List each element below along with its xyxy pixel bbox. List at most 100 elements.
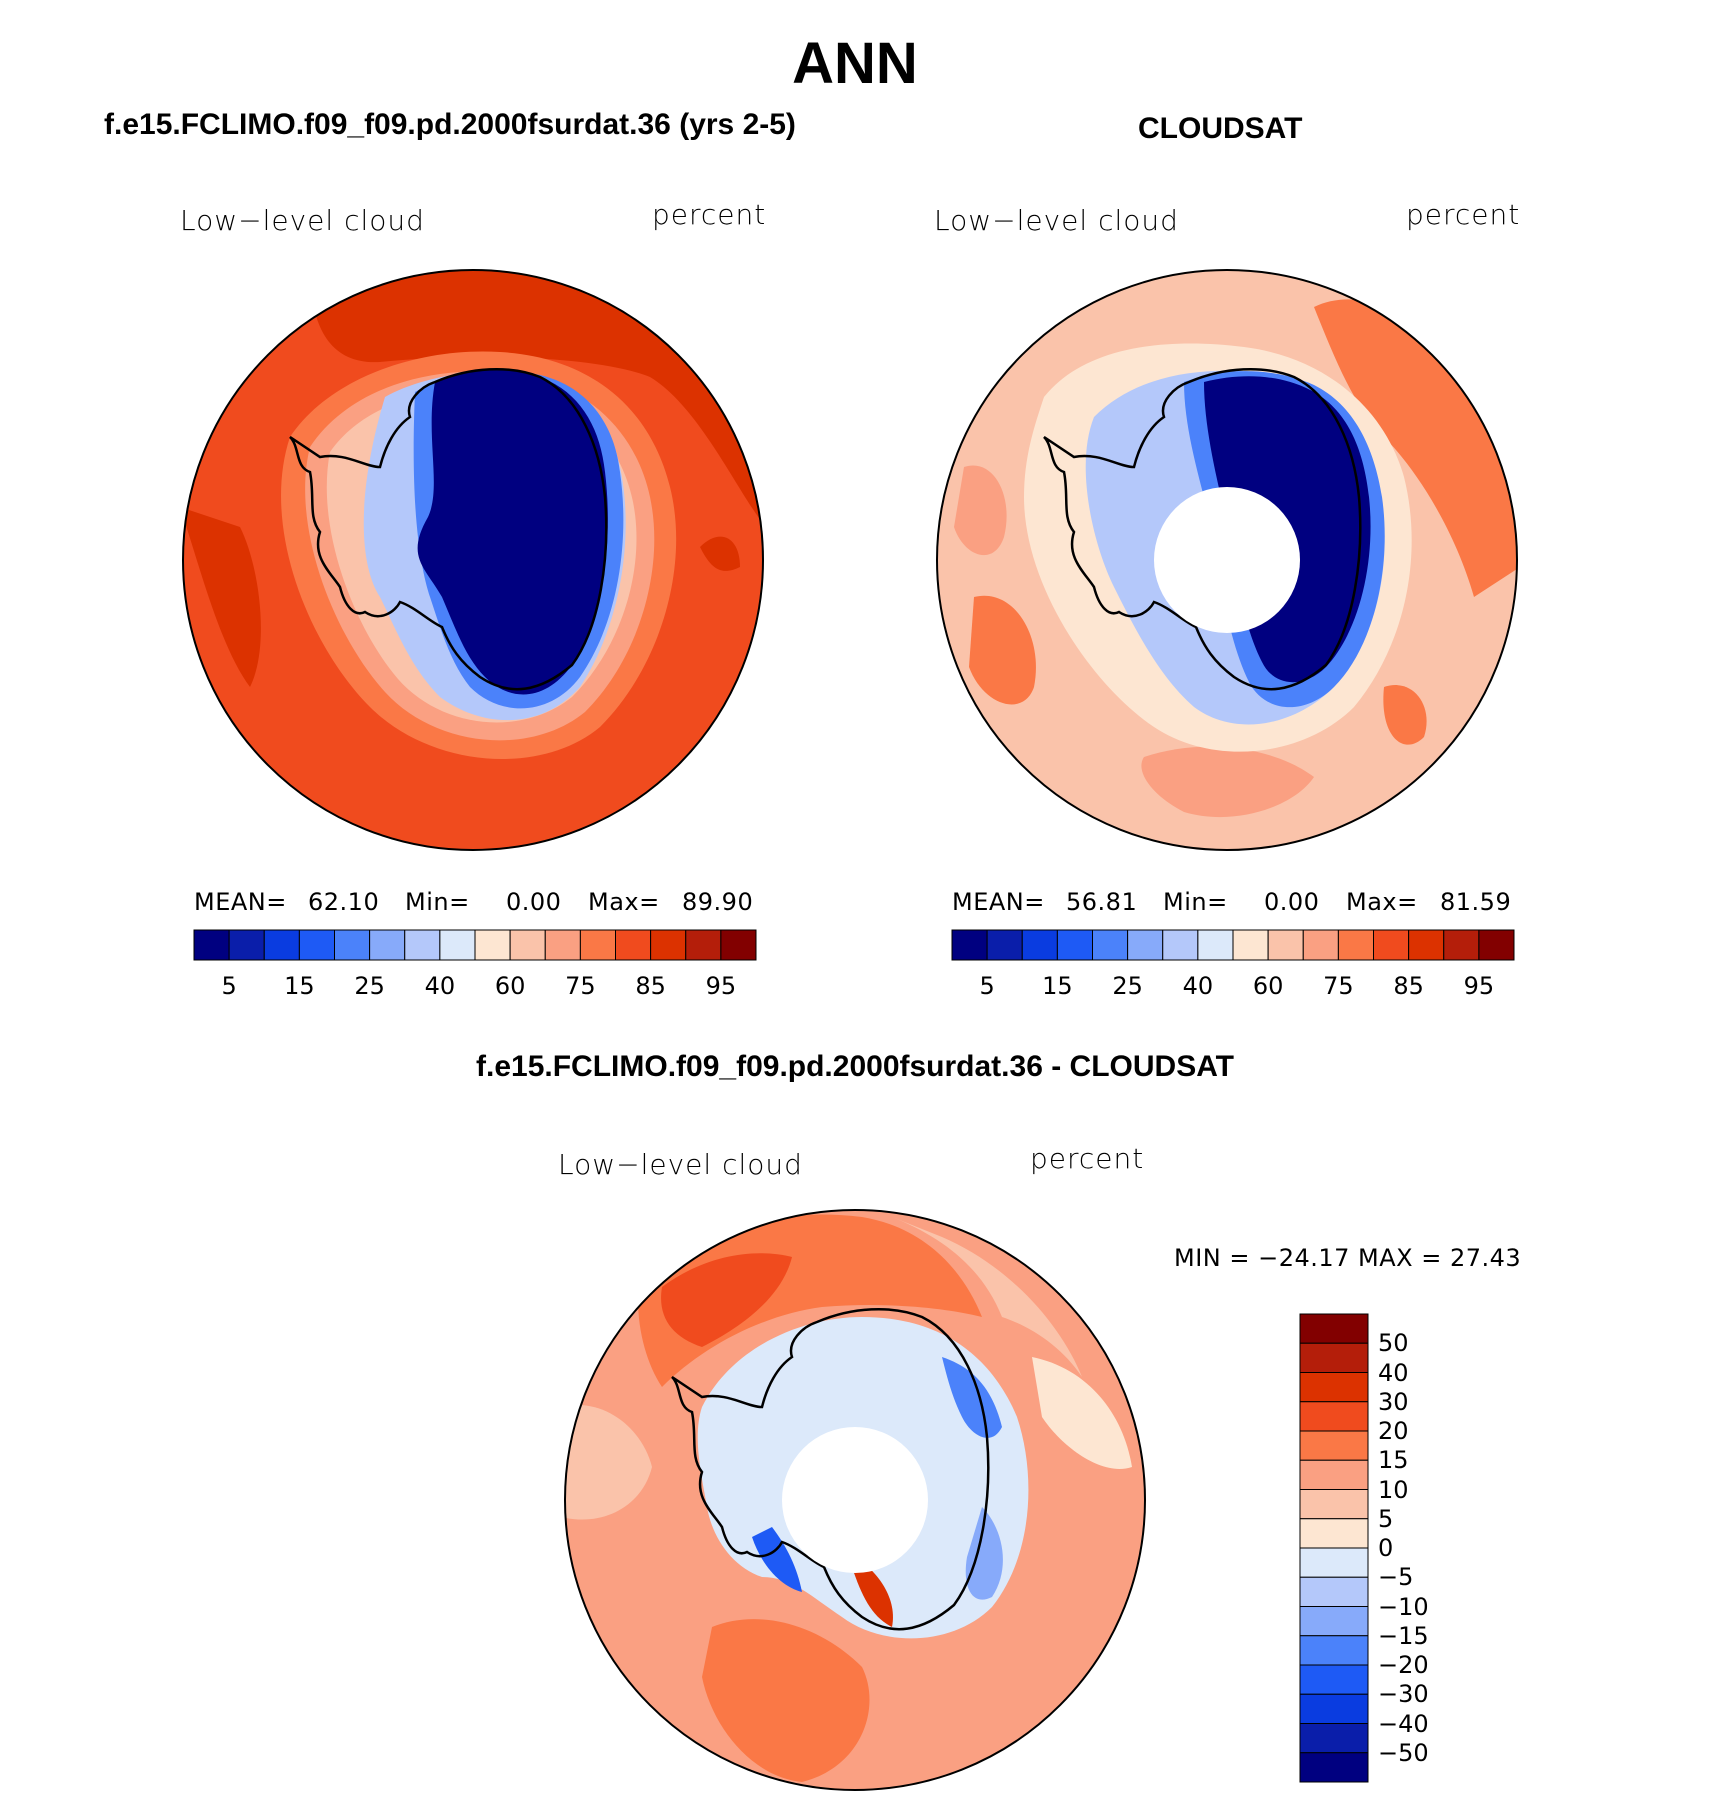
- obs-colorbar-tick: 75: [1323, 972, 1354, 1000]
- diff-antarctica-coastline: [671, 1307, 990, 1631]
- model-colorbar-tick: 25: [354, 972, 385, 1000]
- diff-colorbar-tick: 40: [1378, 1358, 1409, 1387]
- model-variable-label: Low−level cloud: [180, 204, 425, 237]
- model-max-label: Max=: [588, 888, 660, 916]
- diff-colorbar-swatch: [1299, 1401, 1369, 1432]
- obs-mean-label: MEAN=: [952, 888, 1045, 916]
- obs-colorbar-swatch: [1337, 929, 1374, 961]
- diff-map-weak-patch-west: [565, 1405, 652, 1520]
- model-mean-value: 62.10: [308, 888, 380, 916]
- obs-colorbar-swatch: [1443, 929, 1480, 961]
- obs-panel-title: CLOUDSAT: [1138, 112, 1303, 145]
- diff-variable-label: Low−level cloud: [558, 1148, 803, 1181]
- diff-colorbar-swatch: [1299, 1459, 1369, 1490]
- model-colorbar-swatch: [650, 929, 687, 961]
- diff-colorbar-swatch: [1299, 1693, 1369, 1724]
- obs-mean-value: 56.81: [1066, 888, 1138, 916]
- obs-colorbar-swatch: [986, 929, 1023, 961]
- diff-panel-title: f.e15.FCLIMO.f09_f09.pd.2000fsurdat.36 -…: [476, 1050, 1234, 1083]
- obs-colorbar-swatch: [1373, 929, 1410, 961]
- model-min-value: 0.00: [506, 888, 562, 916]
- model-colorbar-swatch: [369, 929, 406, 961]
- model-colorbar-swatch: [334, 929, 371, 961]
- diff-colorbar-swatch: [1299, 1372, 1369, 1403]
- obs-colorbar-swatch: [1408, 929, 1445, 961]
- diff-colorbar-swatch: [1299, 1518, 1369, 1549]
- diff-map-negative-patch-sw: [752, 1527, 802, 1592]
- obs-colorbar-swatch: [1197, 929, 1234, 961]
- model-colorbar-swatch: [615, 929, 652, 961]
- obs-map-patch-east: [1314, 299, 1517, 597]
- diff-colorbar-tick: 20: [1378, 1417, 1409, 1445]
- model-colorbar-swatch: [579, 929, 616, 961]
- model-colorbar-tick: 95: [705, 972, 737, 1000]
- model-mean-label: MEAN=: [194, 888, 287, 916]
- model-colorbar-swatch: [263, 929, 300, 961]
- obs-colorbar-swatch: [1127, 929, 1164, 961]
- obs-max-label: Max=: [1346, 888, 1418, 916]
- diff-colorbar-tick: 5: [1378, 1504, 1394, 1533]
- diff-polar-map: [564, 1209, 1146, 1791]
- diff-colorbar-swatch: [1299, 1635, 1369, 1666]
- obs-antarctica-coastline: [1043, 367, 1362, 691]
- obs-colorbar-swatch: [1302, 929, 1339, 961]
- diff-units-label: percent: [1030, 1142, 1145, 1175]
- obs-units-label: percent: [1406, 198, 1521, 231]
- model-colorbar-swatch: [685, 929, 722, 961]
- model-max-value: 89.90: [682, 888, 754, 916]
- diff-colorbar-tick: −50: [1378, 1738, 1429, 1767]
- diff-colorbar-swatch: [1299, 1606, 1369, 1637]
- model-colorbar-tick: 60: [494, 972, 526, 1000]
- diff-colorbar-tick: 15: [1378, 1446, 1409, 1475]
- diff-map-positive-band-north: [638, 1214, 982, 1387]
- diff-colorbar-tick: 0: [1378, 1534, 1394, 1562]
- diff-colorbar-swatch: [1299, 1752, 1369, 1783]
- obs-colorbar-tick: 95: [1463, 972, 1495, 1000]
- obs-colorbar-swatch: [1232, 929, 1269, 961]
- diff-colorbar-swatch: [1299, 1489, 1369, 1520]
- diff-colorbar-swatch: [1299, 1313, 1369, 1344]
- diff-colorbar-swatch: [1299, 1342, 1369, 1373]
- diff-colorbar-swatch: [1299, 1576, 1369, 1607]
- diff-map-neutral-patch-east: [1032, 1357, 1132, 1469]
- diff-colorbar-tick: −15: [1378, 1621, 1429, 1650]
- diff-colorbar-tick: 50: [1378, 1329, 1409, 1358]
- diff-map-positive-patch-shelf: [852, 1562, 893, 1627]
- diff-map-negative-patch-east: [942, 1357, 1002, 1438]
- obs-colorbar-tick: 5: [979, 972, 995, 1000]
- obs-colorbar-swatch: [1162, 929, 1199, 961]
- diff-colorbar-swatch: [1299, 1723, 1369, 1754]
- obs-variable-label: Low−level cloud: [934, 204, 1179, 237]
- model-map-boundary: [182, 269, 764, 851]
- diff-colorbar-tick: −30: [1378, 1680, 1429, 1709]
- obs-min-label: Min=: [1163, 888, 1228, 916]
- model-colorbar-swatch: [720, 929, 757, 961]
- model-colorbar-tick: 40: [424, 972, 456, 1000]
- model-colorbar-tick: 15: [284, 972, 315, 1000]
- model-colorbar-swatch: [474, 929, 511, 961]
- model-colorbar-swatch: [404, 929, 441, 961]
- diff-colorbar-tick: −10: [1378, 1592, 1429, 1621]
- model-antarctica-coastline: [289, 367, 608, 691]
- model-polar-map: [182, 269, 764, 851]
- obs-colorbar-swatch: [951, 929, 988, 961]
- obs-colorbar-swatch: [1478, 929, 1515, 961]
- diff-colorbar-swatch: [1299, 1664, 1369, 1695]
- diff-colorbar-tick: 10: [1378, 1475, 1409, 1504]
- model-colorbar-tick: 5: [221, 972, 237, 1000]
- diff-colorbar-tick: −5: [1378, 1563, 1414, 1592]
- diff-colorbar-tick: −40: [1378, 1709, 1429, 1738]
- model-colorbar: [193, 929, 757, 961]
- obs-colorbar-tick: 85: [1393, 972, 1424, 1000]
- obs-map-patch-south: [1141, 746, 1314, 818]
- obs-colorbar-tick: 60: [1252, 972, 1284, 1000]
- model-colorbar-swatch: [298, 929, 335, 961]
- model-colorbar-swatch: [509, 929, 546, 961]
- obs-colorbar-swatch: [1092, 929, 1129, 961]
- obs-map-patch-west-2: [969, 595, 1036, 705]
- diff-minmax-text: MIN = −24.17 MAX = 27.43: [1174, 1244, 1522, 1272]
- diff-colorbar-swatch: [1299, 1430, 1369, 1461]
- obs-min-value: 0.00: [1264, 888, 1320, 916]
- model-panel-title: f.e15.FCLIMO.f09_f09.pd.2000fsurdat.36 (…: [104, 108, 796, 141]
- model-colorbar-tick: 75: [565, 972, 596, 1000]
